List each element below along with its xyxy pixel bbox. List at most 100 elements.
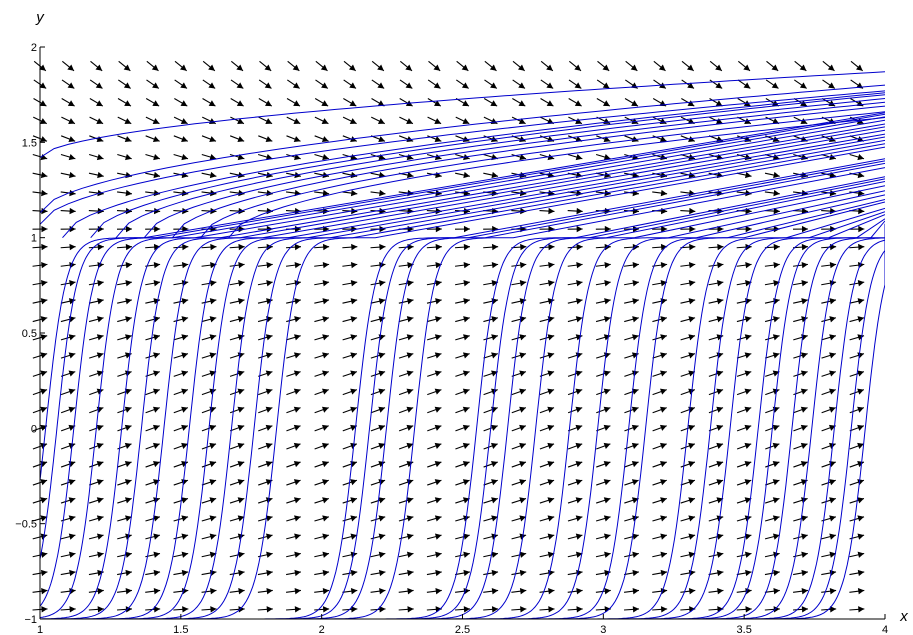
field-arrow (88, 153, 104, 161)
field-arrow (623, 261, 640, 269)
field-arrow (539, 280, 555, 287)
field-arrow (455, 316, 470, 323)
field-arrow (314, 587, 330, 595)
y-tick-label: 0.5 (22, 328, 37, 340)
field-arrow (680, 551, 696, 558)
field-arrow (681, 79, 695, 89)
field-arrow (342, 370, 358, 377)
field-arrow (428, 60, 441, 72)
field-arrow (61, 98, 75, 107)
field-arrow (145, 461, 160, 468)
field-arrow (539, 569, 555, 577)
field-arrow (117, 280, 132, 287)
field-arrow (314, 243, 330, 251)
field-arrow (145, 406, 160, 414)
field-arrow (595, 606, 611, 613)
field-arrow (849, 587, 865, 595)
field-arrow (60, 135, 76, 143)
field-arrow (342, 243, 358, 251)
field-arrow (483, 515, 499, 522)
field-arrow (567, 388, 583, 396)
field-arrow (821, 442, 836, 450)
field-arrow (792, 261, 809, 269)
field-arrow (145, 261, 161, 269)
field-arrow (511, 153, 527, 161)
solution-curve-upper (62, 92, 885, 239)
solution-curve (40, 133, 885, 619)
field-arrow (117, 135, 132, 143)
field-arrow (680, 207, 696, 215)
field-arrow (229, 515, 245, 522)
field-arrow (483, 98, 498, 107)
field-arrow (117, 569, 132, 577)
field-arrow (708, 225, 724, 233)
field-arrow (793, 370, 808, 377)
field-arrow (624, 406, 639, 414)
field-arrow (201, 606, 217, 613)
field-arrow (595, 153, 611, 161)
field-arrow (60, 370, 76, 377)
field-arrow (258, 406, 273, 414)
field-arrow (229, 442, 245, 450)
field-arrow (596, 135, 611, 143)
field-arrow (286, 497, 301, 504)
field-arrow (398, 406, 414, 414)
field-arrow (342, 298, 358, 305)
field-arrow (342, 280, 358, 287)
field-arrow (173, 606, 189, 613)
field-arrow (736, 406, 752, 414)
field-arrow (736, 316, 752, 323)
field-arrow (539, 587, 555, 595)
field-arrow (849, 479, 865, 486)
field-arrow (201, 334, 217, 341)
field-arrow (454, 225, 471, 233)
field-arrow (61, 60, 75, 72)
field-arrow (201, 261, 217, 269)
field-arrow (736, 334, 752, 341)
field-arrow (371, 60, 385, 72)
field-arrow (258, 116, 273, 125)
field-arrow (680, 261, 696, 269)
field-arrow (596, 461, 611, 468)
field-arrow (145, 225, 161, 233)
field-arrow (539, 261, 555, 269)
field-arrow (596, 352, 611, 359)
x-tick-label: 1.5 (173, 624, 188, 635)
field-arrow (229, 406, 245, 414)
field-arrow (60, 243, 76, 251)
field-arrow (455, 171, 470, 179)
field-arrow (680, 352, 696, 359)
field-arrow (511, 442, 527, 450)
field-arrow (286, 135, 301, 143)
field-arrow (258, 424, 273, 432)
field-arrow (849, 298, 865, 305)
field-arrow (455, 370, 470, 377)
y-tick-label: 1.5 (22, 137, 37, 149)
field-arrow (229, 225, 245, 233)
field-arrow (794, 60, 807, 72)
field-arrow (229, 587, 245, 595)
field-arrow (596, 424, 611, 432)
field-arrow (483, 587, 499, 595)
field-arrow (371, 98, 385, 107)
field-arrow (342, 316, 358, 323)
field-arrow (258, 98, 273, 107)
field-arrow (708, 497, 724, 504)
field-arrow (426, 298, 442, 305)
field-arrow (849, 243, 865, 251)
field-arrow (821, 388, 836, 396)
field-arrow (455, 479, 470, 486)
field-arrow (597, 60, 610, 72)
field-arrow (314, 479, 329, 486)
field-arrow (511, 515, 527, 522)
field-arrow (145, 388, 160, 396)
field-arrow (736, 280, 752, 287)
field-arrow (427, 497, 442, 504)
field-arrow (229, 243, 245, 251)
field-arrow (680, 298, 696, 305)
field-arrow (793, 497, 808, 504)
field-arrow (765, 497, 780, 504)
field-arrow (652, 461, 667, 468)
solution-curve (335, 178, 885, 619)
field-arrow (314, 298, 330, 305)
